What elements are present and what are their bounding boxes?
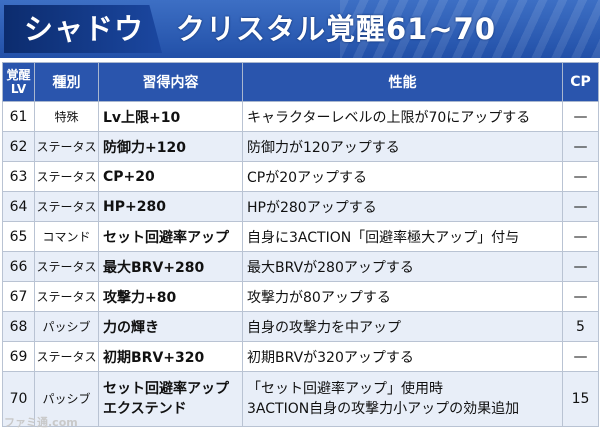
- table-row: 65 コマンド セット回避率アップ 自身に3ACTION「回避率極大アップ」付与…: [2, 221, 599, 252]
- cell-cp: —: [562, 191, 599, 222]
- cell-type: ステータス: [34, 131, 99, 162]
- cell-performance: 攻撃力が80アップする: [242, 281, 563, 312]
- cell-skill: Lv上限+10: [98, 101, 243, 132]
- cell-skill-line: セット回避率アップ: [103, 381, 229, 397]
- cell-type: ステータス: [34, 341, 99, 372]
- awakening-table: 覚醒LV 種別 習得内容 性能 CP 61 特殊 Lv上限+10 キャラクターレ…: [2, 62, 599, 427]
- cell-performance: CPが20アップする: [242, 161, 563, 192]
- cell-skill: 力の輝き: [98, 311, 243, 342]
- cell-performance: 「セット回避率アップ」使用時 3ACTION自身の攻撃力小アップの効果追加: [242, 371, 563, 427]
- cell-skill: セット回避率アップ エクステンド: [98, 371, 243, 427]
- cell-skill: HP+280: [98, 191, 243, 222]
- cell-level: 61: [2, 101, 35, 132]
- cell-level: 62: [2, 131, 35, 162]
- cell-skill: 最大BRV+280: [98, 251, 243, 282]
- cell-performance: 自身に3ACTION「回避率極大アップ」付与: [242, 221, 563, 252]
- table-row: 64 ステータス HP+280 HPが280アップする —: [2, 191, 599, 222]
- table-row: 62 ステータス 防御力+120 防御力が120アップする —: [2, 131, 599, 162]
- character-name-tab: [4, 5, 162, 53]
- page-title: クリスタル覚醒61~70: [176, 12, 497, 46]
- cell-type: 特殊: [34, 101, 99, 132]
- cell-type: ステータス: [34, 251, 99, 282]
- cell-level: 65: [2, 221, 35, 252]
- cell-skill: 攻撃力+80: [98, 281, 243, 312]
- cell-performance: 自身の攻撃力を中アップ: [242, 311, 563, 342]
- header-skill: 習得内容: [98, 62, 243, 102]
- cell-cp: 15: [562, 371, 599, 427]
- cell-type: ステータス: [34, 281, 99, 312]
- cell-type: ステータス: [34, 161, 99, 192]
- cell-level: 68: [2, 311, 35, 342]
- cell-cp: —: [562, 251, 599, 282]
- cell-type: ステータス: [34, 191, 99, 222]
- cell-cp: —: [562, 131, 599, 162]
- cell-skill: 防御力+120: [98, 131, 243, 162]
- header-level: 覚醒LV: [2, 62, 35, 102]
- table-row: 61 特殊 Lv上限+10 キャラクターレベルの上限が70にアップする —: [2, 101, 599, 132]
- cell-level: 70: [2, 371, 35, 427]
- cell-level: 66: [2, 251, 35, 282]
- cell-cp: —: [562, 161, 599, 192]
- cell-skill: 初期BRV+320: [98, 341, 243, 372]
- cell-level: 67: [2, 281, 35, 312]
- cell-cp: —: [562, 221, 599, 252]
- cell-level: 64: [2, 191, 35, 222]
- header-performance: 性能: [242, 62, 563, 102]
- cell-level: 69: [2, 341, 35, 372]
- table-row: 70 パッシブ セット回避率アップ エクステンド 「セット回避率アップ」使用時 …: [2, 371, 599, 427]
- cell-skill: CP+20: [98, 161, 243, 192]
- cell-type: コマンド: [34, 221, 99, 252]
- cell-performance: HPが280アップする: [242, 191, 563, 222]
- awakening-table-container: 覚醒LV 種別 習得内容 性能 CP 61 特殊 Lv上限+10 キャラクターレ…: [2, 62, 599, 427]
- cell-skill-line: エクステンド: [103, 401, 187, 417]
- header-cp: CP: [562, 62, 599, 102]
- cell-skill: セット回避率アップ: [98, 221, 243, 252]
- cell-performance: 最大BRVが280アップする: [242, 251, 563, 282]
- table-row: 69 ステータス 初期BRV+320 初期BRVが320アップする —: [2, 341, 599, 372]
- site-watermark: ファミ通.com: [4, 416, 78, 429]
- table-row: 66 ステータス 最大BRV+280 最大BRVが280アップする —: [2, 251, 599, 282]
- table-row: 67 ステータス 攻撃力+80 攻撃力が80アップする —: [2, 281, 599, 312]
- cell-cp: 5: [562, 311, 599, 342]
- table-row: 63 ステータス CP+20 CPが20アップする —: [2, 161, 599, 192]
- cell-performance: 防御力が120アップする: [242, 131, 563, 162]
- cell-performance-line: 3ACTION自身の攻撃力小アップの効果追加: [247, 401, 520, 417]
- header-type: 種別: [34, 62, 99, 102]
- title-banner: シャドウ クリスタル覚醒61~70: [0, 0, 600, 58]
- cell-performance-line: 「セット回避率アップ」使用時: [247, 381, 443, 397]
- banner-stripe-decoration: [340, 0, 600, 58]
- cell-cp: —: [562, 101, 599, 132]
- cell-type: パッシブ: [34, 311, 99, 342]
- cell-performance: 初期BRVが320アップする: [242, 341, 563, 372]
- cell-level: 63: [2, 161, 35, 192]
- cell-cp: —: [562, 281, 599, 312]
- cell-type: パッシブ: [34, 371, 99, 427]
- cell-cp: —: [562, 341, 599, 372]
- character-name: シャドウ: [24, 12, 145, 46]
- table-row: 68 パッシブ 力の輝き 自身の攻撃力を中アップ 5: [2, 311, 599, 342]
- table-header-row: 覚醒LV 種別 習得内容 性能 CP: [2, 62, 599, 102]
- cell-performance: キャラクターレベルの上限が70にアップする: [242, 101, 563, 132]
